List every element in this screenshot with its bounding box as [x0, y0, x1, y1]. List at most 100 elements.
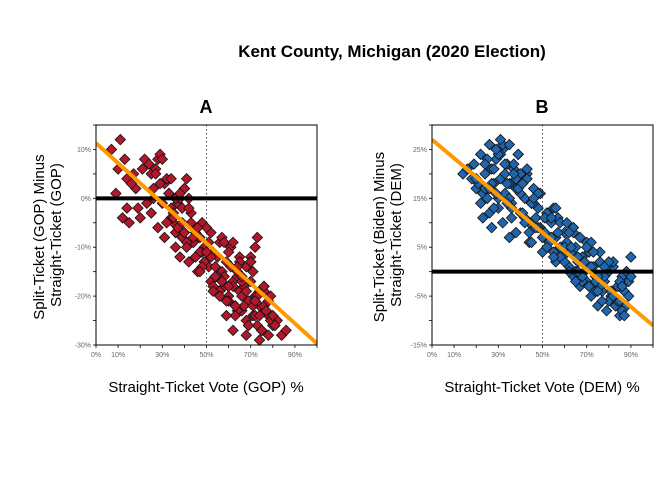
x-tick-label: 0%	[427, 352, 437, 359]
scatter-point	[200, 246, 213, 258]
scatter-point	[169, 241, 182, 253]
y-tick-label: 5%	[417, 245, 427, 252]
scatter-point	[180, 241, 193, 253]
scatter-point	[501, 177, 513, 190]
scatter-point	[510, 226, 522, 239]
scatter-point	[618, 309, 631, 322]
panel-b-trend-line	[432, 138, 653, 327]
scatter-point	[238, 300, 250, 312]
scatter-point	[141, 197, 153, 209]
scatter-point	[521, 163, 533, 175]
x-tick-label: 50%	[199, 352, 213, 359]
x-tick-label: 10%	[447, 352, 461, 359]
scatter-point	[255, 324, 268, 337]
scatter-point	[565, 241, 577, 253]
y-tick-label: -30%	[75, 343, 91, 350]
scatter-point	[222, 280, 235, 293]
x-tick-label: 30%	[491, 352, 505, 359]
scatter-point	[249, 295, 261, 307]
panel-b-x-axis-label: Straight-Ticket Vote (DEM) %	[444, 379, 639, 396]
scatter-point	[123, 217, 135, 229]
scatter-point	[178, 226, 191, 239]
scatter-point	[591, 285, 604, 297]
panel-a-y-axis-label-line-2: Straight-Ticket (GOP)	[48, 163, 65, 307]
y-tick-label: 0%	[81, 196, 91, 203]
scatter-point	[229, 300, 241, 312]
y-tick-label: 10%	[77, 147, 91, 154]
scatter-point	[121, 202, 133, 214]
panel-a-trend-line	[96, 141, 317, 345]
scatter-point	[477, 212, 489, 224]
scatter-point	[134, 212, 146, 224]
scatter-point	[523, 226, 536, 239]
scatter-point	[541, 241, 553, 253]
panel-a: A 0% 10% 30% 50% 70% 90% -30% -20% -10% 0% 10% St…	[31, 97, 318, 396]
scatter-point	[218, 236, 230, 249]
x-tick-label: 0%	[91, 352, 101, 359]
panel-a-plot-area	[95, 124, 318, 346]
scatter-point	[499, 168, 511, 180]
scatter-point	[280, 324, 292, 337]
scatter-point	[267, 309, 279, 322]
x-tick-label: 70%	[580, 352, 594, 359]
panel-b-y-axis-label: Split-Ticket (Biden) Minus Straight-Tick…	[371, 148, 405, 323]
scatter-point	[505, 212, 518, 224]
scatter-point	[481, 192, 494, 205]
scatter-point	[508, 168, 520, 180]
panel-a-points	[105, 133, 292, 345]
panel-b-y-axis-label-line-1: Split-Ticket (Biden) Minus	[371, 152, 388, 322]
scatter-point	[563, 226, 575, 239]
scatter-point	[132, 202, 144, 214]
scatter-point	[580, 241, 593, 253]
scatter-point	[552, 226, 564, 239]
scatter-point	[569, 275, 582, 288]
scatter-point	[154, 177, 166, 190]
x-tick-label: 30%	[155, 352, 169, 359]
x-tick-label: 70%	[244, 352, 258, 359]
scatter-point	[479, 158, 491, 170]
panel-a-y-ticks: -30% -20% -10% 0% 10%	[75, 124, 96, 350]
scatter-point	[116, 212, 129, 224]
scatter-point	[136, 163, 149, 175]
figure-title: Kent County, Michigan (2020 Election)	[238, 42, 546, 61]
scatter-point	[220, 295, 233, 307]
y-tick-label: -15%	[411, 343, 427, 350]
scatter-point	[244, 256, 257, 268]
scatter-point	[229, 309, 241, 322]
scatter-point	[494, 133, 507, 146]
scatter-point	[587, 246, 600, 258]
scatter-point	[152, 221, 164, 234]
scatter-point	[547, 251, 560, 263]
scatter-point	[262, 329, 275, 341]
scatter-point	[474, 148, 487, 161]
scatter-point	[561, 217, 573, 229]
scatter-point	[616, 280, 628, 293]
scatter-point	[209, 270, 222, 283]
scatter-point	[496, 217, 509, 229]
panel-b-y-ticks: -15% -5% 5% 15% 25%	[411, 124, 432, 350]
scatter-point	[213, 290, 226, 302]
scatter-point	[253, 309, 266, 322]
panel-a-x-ticks: 0% 10% 30% 50% 70% 90%	[91, 345, 318, 359]
scatter-point	[622, 290, 635, 302]
panel-a-y-axis-label: Split-Ticket (GOP) Minus Straight-Ticket…	[31, 150, 65, 319]
scatter-point	[485, 221, 498, 234]
panel-b-points	[457, 133, 637, 322]
scatter-point	[525, 236, 538, 249]
panel-b-plot-area	[431, 124, 654, 346]
scatter-point	[160, 217, 173, 229]
scatter-point	[158, 231, 171, 244]
panel-b: B 0% 10% 30% 50% 70% 90% -15% -5% 5% 15% 25% Stra…	[371, 97, 654, 396]
scatter-point	[625, 270, 637, 283]
panel-a-x-axis-label: Straight-Ticket Vote (GOP) %	[108, 379, 303, 396]
scatter-point	[222, 246, 235, 258]
scatter-point	[625, 251, 637, 263]
x-tick-label: 50%	[535, 352, 549, 359]
scatter-point	[227, 236, 239, 249]
scatter-point	[165, 173, 177, 185]
scatter-point	[488, 163, 500, 175]
scatter-point	[596, 295, 608, 307]
scatter-point	[512, 148, 524, 161]
scatter-point	[227, 324, 239, 337]
scatter-point	[600, 305, 613, 317]
